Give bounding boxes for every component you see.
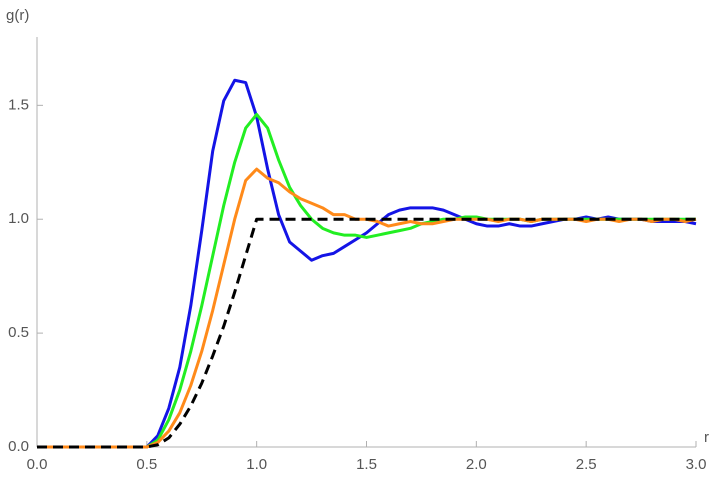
series-line: [37, 167, 697, 449]
series-line: [37, 217, 696, 449]
x-tick-label: 2.0: [466, 456, 487, 473]
y-tick-label: 0.0: [8, 438, 29, 455]
x-tick-label: 1.5: [356, 456, 377, 473]
series-line: [37, 78, 697, 449]
y-tick-label: 1.5: [8, 96, 29, 113]
y-tick-label: 0.5: [8, 324, 29, 341]
x-tick-label: 2.5: [576, 456, 597, 473]
x-tick-label: 3.0: [686, 456, 707, 473]
x-tick-label: 0.5: [136, 456, 157, 473]
series-line: [37, 112, 696, 449]
y-axis-label: g(r): [6, 7, 29, 24]
x-tick-label: 0.0: [27, 456, 48, 473]
x-tick-label: 1.0: [246, 456, 267, 473]
y-tick-label: 1.0: [8, 210, 29, 227]
x-axis-label: r: [704, 429, 709, 446]
